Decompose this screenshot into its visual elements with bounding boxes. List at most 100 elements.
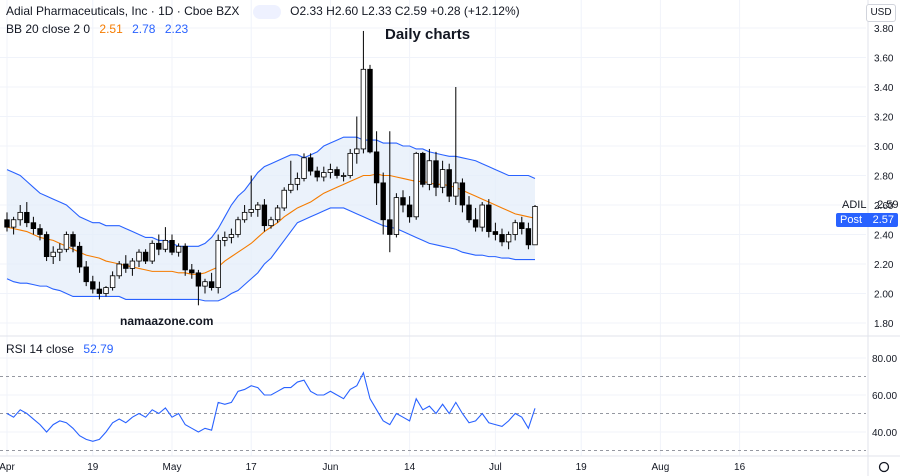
candle-body[interactable]: [57, 248, 63, 253]
price-tick-label: 1.80: [874, 319, 894, 330]
candle-body[interactable]: [17, 211, 23, 221]
candle-body[interactable]: [103, 287, 109, 294]
bb-upper-line: [6, 136, 536, 247]
candle-body[interactable]: [393, 197, 400, 235]
candle-body[interactable]: [241, 211, 248, 221]
currency-button[interactable]: USD: [866, 4, 896, 22]
candle-body[interactable]: [340, 175, 347, 177]
candle-body[interactable]: [321, 172, 327, 178]
candle-body[interactable]: [426, 160, 433, 185]
price-tick-label: 2.00: [874, 290, 894, 301]
compare-toggle-icon[interactable]: [252, 4, 281, 19]
candle-body[interactable]: [175, 245, 182, 253]
price-tick-label: 2.80: [874, 172, 894, 183]
candle-body[interactable]: [314, 170, 320, 178]
symbol-title[interactable]: Adial Pharmaceuticals, Inc · 1D · Cboe B…: [6, 4, 240, 18]
candle-body[interactable]: [70, 234, 76, 247]
candle-body[interactable]: [261, 204, 268, 227]
candle-body[interactable]: [30, 222, 37, 229]
candle-body[interactable]: [4, 219, 10, 228]
candle-body[interactable]: [129, 260, 136, 269]
candle-body[interactable]: [433, 160, 439, 188]
candle-body[interactable]: [109, 275, 116, 288]
candle-body[interactable]: [532, 206, 538, 246]
symbol-tag-last: 2.59: [877, 199, 899, 211]
candle-body[interactable]: [420, 152, 426, 185]
candle-body[interactable]: [136, 251, 142, 262]
candle-body[interactable]: [413, 152, 419, 218]
candle-body[interactable]: [169, 239, 175, 253]
candle-body[interactable]: [37, 228, 43, 235]
candle-body[interactable]: [387, 219, 393, 235]
candle-body[interactable]: [76, 245, 83, 268]
candle-body[interactable]: [96, 288, 103, 294]
candle-body[interactable]: [519, 222, 525, 229]
candle-body[interactable]: [288, 183, 294, 191]
candle-body[interactable]: [380, 182, 386, 221]
candle-body[interactable]: [235, 219, 241, 235]
candle-body[interactable]: [400, 197, 406, 206]
candle-body[interactable]: [367, 68, 373, 153]
candle-body[interactable]: [90, 281, 96, 290]
candle-body[interactable]: [525, 228, 532, 246]
candle-body[interactable]: [149, 242, 155, 262]
candle-body[interactable]: [512, 222, 518, 235]
candle-body[interactable]: [24, 211, 30, 224]
candle-body[interactable]: [10, 219, 17, 228]
candle-body[interactable]: [360, 68, 367, 150]
candle-body[interactable]: [486, 204, 492, 232]
candle-body[interactable]: [294, 178, 301, 185]
settings-gear-icon[interactable]: [878, 461, 890, 473]
rsi-legend: RSI 14 close 52.79: [6, 342, 119, 356]
bb-label[interactable]: BB 20 close 2 0: [6, 22, 91, 36]
post-tag-label: Post: [840, 214, 863, 226]
time-tick-label: Aug: [652, 462, 670, 473]
candle-body[interactable]: [439, 169, 446, 188]
candle-body[interactable]: [123, 263, 129, 269]
candle-body[interactable]: [373, 151, 380, 184]
candle-body[interactable]: [307, 157, 314, 172]
rsi-label[interactable]: RSI 14 close: [6, 342, 75, 356]
candle-body[interactable]: [248, 209, 254, 213]
candle-body[interactable]: [268, 219, 274, 227]
candle-body[interactable]: [195, 272, 202, 287]
candle-body[interactable]: [281, 189, 287, 209]
candle-body[interactable]: [202, 281, 208, 287]
candle-body[interactable]: [215, 239, 221, 288]
candle-body[interactable]: [116, 263, 122, 277]
candle-body[interactable]: [347, 152, 353, 176]
candle-body[interactable]: [453, 182, 459, 197]
candle-body[interactable]: [505, 234, 512, 243]
candle-body[interactable]: [222, 237, 228, 241]
candle-body[interactable]: [63, 234, 70, 250]
candle-body[interactable]: [274, 207, 281, 221]
bb-basis-value: 2.51: [99, 22, 123, 36]
candle-body[interactable]: [43, 234, 50, 258]
candle-body[interactable]: [466, 204, 472, 221]
candle-body[interactable]: [182, 245, 188, 271]
candle-body[interactable]: [162, 239, 169, 250]
candle-body[interactable]: [446, 169, 452, 197]
candle-body[interactable]: [228, 234, 235, 238]
candle-body[interactable]: [327, 169, 334, 173]
time-tick-label: 14: [404, 462, 416, 473]
candle-body[interactable]: [492, 231, 499, 235]
watermark: namaazone.com: [120, 314, 214, 328]
candle-body[interactable]: [479, 204, 485, 228]
candle-body[interactable]: [406, 204, 413, 218]
candle-body[interactable]: [354, 148, 360, 154]
candle-body[interactable]: [156, 242, 162, 250]
candle-body[interactable]: [334, 169, 340, 176]
candle-body[interactable]: [499, 234, 505, 243]
candle-body[interactable]: [83, 266, 89, 283]
candle-body[interactable]: [189, 269, 195, 274]
candle-body[interactable]: [50, 251, 56, 258]
candle-body[interactable]: [255, 204, 261, 210]
candle-body[interactable]: [459, 182, 466, 206]
candle-body[interactable]: [472, 219, 479, 228]
candle-body[interactable]: [208, 281, 215, 289]
price-tick-label: 3.40: [874, 83, 894, 94]
candle-body[interactable]: [142, 251, 149, 262]
candle-body[interactable]: [301, 157, 307, 179]
